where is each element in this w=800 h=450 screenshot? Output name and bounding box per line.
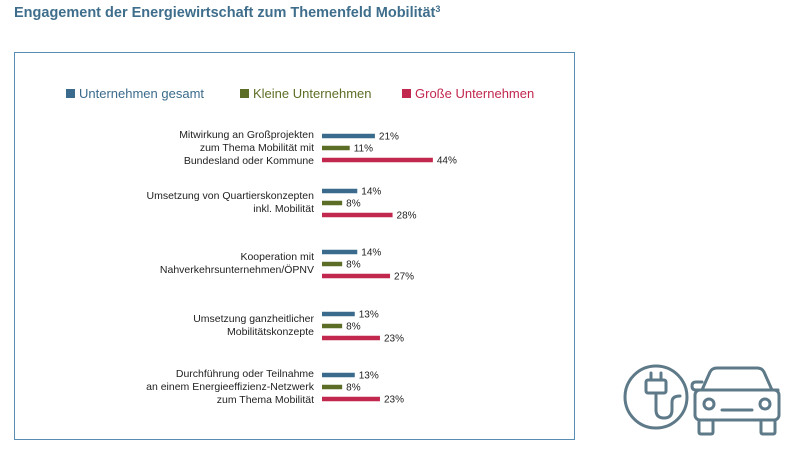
data-label: 13% <box>359 371 379 382</box>
category-label-line: Nahverkehrsunternehmen/ÖPNV <box>159 264 314 276</box>
bar <box>322 157 433 163</box>
bar <box>322 249 358 255</box>
data-label: 8% <box>346 322 361 333</box>
legend-label-gross: Große Unternehmen <box>415 86 535 101</box>
bar <box>322 396 380 402</box>
page-title: Engagement der Energiewirtschaft zum The… <box>14 4 441 21</box>
data-label: 23% <box>384 334 404 345</box>
data-label: 44% <box>437 156 457 167</box>
category-label: Mitwirkung an Großprojekten zum Thema Mob… <box>84 129 314 168</box>
bar <box>322 372 355 378</box>
data-label: 23% <box>384 395 404 406</box>
data-label: 11% <box>354 144 373 155</box>
bar <box>322 212 393 218</box>
category-label: Umsetzung von Quartierskonzepten inkl. Mo… <box>84 190 314 216</box>
category-label-line: Kooperation mit <box>240 251 314 263</box>
bar <box>322 188 358 194</box>
legend-item-gesamt: Unternehmen gesamt <box>66 86 204 101</box>
bar <box>322 384 343 390</box>
data-label: 21% <box>379 132 399 143</box>
legend-swatch-klein <box>240 89 249 98</box>
category-label: Durchführung oder Teilnahme an einem Ener… <box>84 368 314 407</box>
bar <box>322 273 391 279</box>
data-label: 8% <box>346 260 361 271</box>
category-label-line: Mitwirkung an Großprojekten <box>179 128 314 141</box>
bar <box>322 323 343 329</box>
category-label: Kooperation mit Nahverkehrsunternehmen/ÖP… <box>84 251 314 277</box>
data-label: 8% <box>346 383 361 394</box>
bar <box>322 200 343 206</box>
category-label-line: inkl. Mobilität <box>253 203 314 215</box>
chart-frame <box>14 52 575 440</box>
data-label: 27% <box>394 272 414 283</box>
data-label: 28% <box>397 211 417 222</box>
data-label: 14% <box>361 187 381 198</box>
data-label: 8% <box>346 199 361 210</box>
legend-label-klein: Kleine Unternehmen <box>253 86 372 101</box>
category-label-line: Bundesland oder Kommune <box>183 154 314 167</box>
data-label: 13% <box>359 310 379 321</box>
category-label: Umsetzung ganzheitlicher Mobilitätskonzep… <box>84 313 314 339</box>
legend-item-klein: Kleine Unternehmen <box>240 86 372 101</box>
category-label-line: Durchführung oder Teilnahme <box>175 367 314 380</box>
category-label-line: zum Thema Mobilität <box>216 393 314 406</box>
data-label: 14% <box>361 248 381 259</box>
ev-charging-car-icon <box>623 364 781 436</box>
legend-swatch-gross <box>402 89 411 98</box>
category-label-line: Umsetzung ganzheitlicher <box>193 313 314 325</box>
legend-label-gesamt: Unternehmen gesamt <box>79 86 205 101</box>
bar <box>322 261 343 267</box>
category-label-line: an einem Energieeffizienz-Netzwerk <box>146 380 314 393</box>
bar <box>322 311 355 317</box>
legend-swatch-gesamt <box>66 89 75 98</box>
category-label-line: Umsetzung von Quartierskonzepten <box>146 190 314 202</box>
category-label-line: zum Thema Mobilität mit <box>199 141 314 154</box>
legend-item-gross: Große Unternehmen <box>402 86 534 101</box>
bar <box>322 145 350 151</box>
bar <box>322 133 375 139</box>
bar <box>322 335 380 341</box>
category-label-line: Mobilitätskonzepte <box>227 326 314 338</box>
